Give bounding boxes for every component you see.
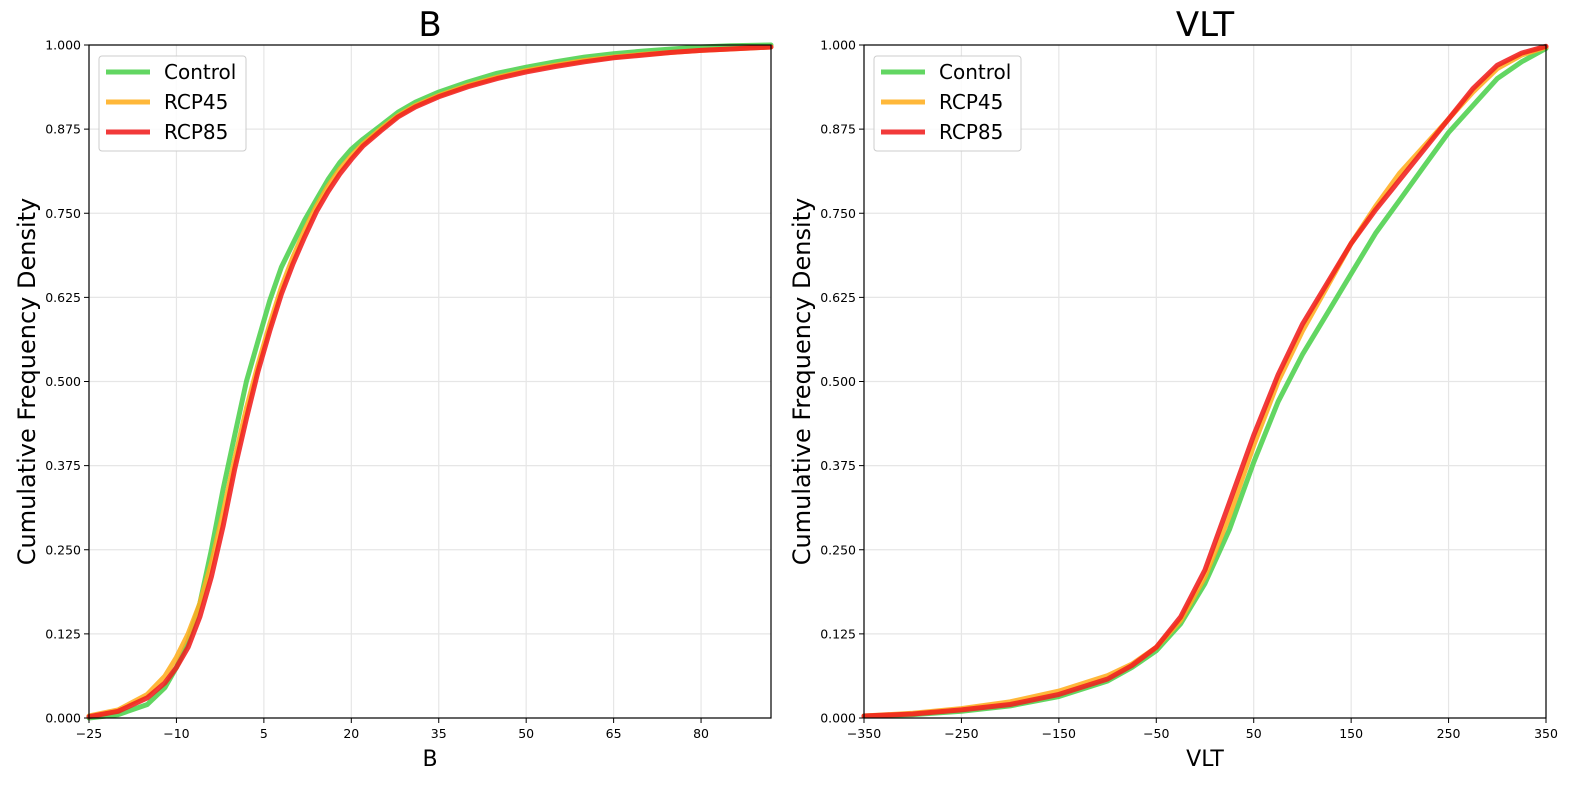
x-axis-title-b: B	[422, 747, 437, 772]
y-axis-title-vlt: Cumulative Frequency Density	[788, 198, 816, 565]
x-tick-label-vlt-3: −50	[1143, 726, 1169, 741]
legend-label-vlt-control: Control	[939, 60, 1011, 84]
legend-label-vlt-rcp45: RCP45	[939, 90, 1003, 114]
legend-label-b-rcp45: RCP45	[164, 90, 228, 114]
y-tick-label-b-3: 0.375	[45, 458, 81, 473]
x-tick-label-b-5: 50	[518, 726, 534, 741]
x-tick-label-vlt-0: −350	[847, 726, 881, 741]
y-tick-label-vlt-7: 0.875	[820, 122, 856, 137]
y-tick-label-b-7: 0.875	[45, 122, 81, 137]
x-tick-label-vlt-4: 50	[1246, 726, 1262, 741]
series-layer-vlt	[861, 43, 1549, 719]
legend-frame-b	[98, 55, 247, 152]
y-tick-label-b-4: 0.500	[45, 374, 81, 389]
x-tick-label-b-2: 5	[260, 726, 268, 741]
x-tick-label-b-6: 65	[606, 726, 622, 741]
x-ticks-b: −25 −10 5 20 35 50 65 80	[76, 718, 709, 741]
chart-title-b: B	[418, 5, 441, 45]
x-tick-label-vlt-5: 150	[1339, 726, 1363, 741]
chart-title-vlt: VLT	[1176, 5, 1235, 45]
x-ticks-vlt: −350 −250 −150 −50 50 150 250 350	[847, 718, 1558, 741]
x-tick-label-b-3: 20	[343, 726, 359, 741]
x-tick-label-b-0: −25	[76, 726, 102, 741]
legend-label-b-control: Control	[164, 60, 236, 84]
y-tick-label-vlt-4: 0.500	[820, 374, 856, 389]
y-ticks-b: 0.000 0.125 0.250 0.375 0.500 0.625 0.750 0.875…	[45, 38, 89, 726]
y-tick-label-vlt-5: 0.625	[820, 290, 856, 305]
x-tick-label-vlt-6: 250	[1437, 726, 1461, 741]
x-tick-label-vlt-1: −250	[944, 726, 978, 741]
x-tick-label-b-7: 80	[693, 726, 709, 741]
y-tick-label-vlt-1: 0.125	[820, 626, 856, 641]
x-tick-label-b-1: −10	[163, 726, 189, 741]
x-tick-label-vlt-2: −150	[1042, 726, 1076, 741]
y-ticks-vlt: 0.000 0.125 0.250 0.375 0.500 0.625 0.750 0.875…	[820, 38, 864, 726]
legend-vlt: Control RCP45 RCP85	[873, 55, 1022, 152]
series-line-vlt-rcp85	[861, 43, 1549, 719]
chart-vlt: −350 −250 −150 −50 50 150 250 350 0.000 0.125 0.2…	[788, 5, 1558, 772]
y-tick-label-b-0: 0.000	[45, 711, 81, 726]
y-tick-label-b-1: 0.125	[45, 626, 81, 641]
x-axis-title-vlt: VLT	[1186, 747, 1224, 772]
y-tick-label-vlt-2: 0.250	[820, 542, 856, 557]
series-line-b-rcp85	[86, 44, 774, 720]
y-axis-title-b: Cumulative Frequency Density	[13, 198, 41, 565]
x-tick-label-b-4: 35	[431, 726, 447, 741]
x-tick-label-vlt-7: 350	[1534, 726, 1558, 741]
legend-label-vlt-rcp85: RCP85	[939, 120, 1003, 144]
legend-label-b-rcp85: RCP85	[164, 120, 228, 144]
y-tick-label-vlt-0: 0.000	[820, 711, 856, 726]
chart-b: −25 −10 5 20 35 50 65 80 0.0000.1250.2500.3750.…	[13, 5, 774, 772]
y-tick-label-vlt-3: 0.375	[820, 458, 856, 473]
y-tick-label-b-5: 0.625	[45, 290, 81, 305]
legend-b: Control RCP45 RCP85	[98, 55, 247, 152]
y-tick-label-vlt-6: 0.750	[820, 206, 856, 221]
legend-frame-vlt	[873, 55, 1022, 152]
series-layer-b	[86, 42, 774, 721]
y-tick-label-vlt-8: 1.000	[820, 38, 856, 53]
y-tick-label-b-2: 0.250	[45, 542, 81, 557]
y-tick-label-b-8: 1.000	[45, 38, 81, 53]
y-tick-label-b-6: 0.750	[45, 206, 81, 221]
